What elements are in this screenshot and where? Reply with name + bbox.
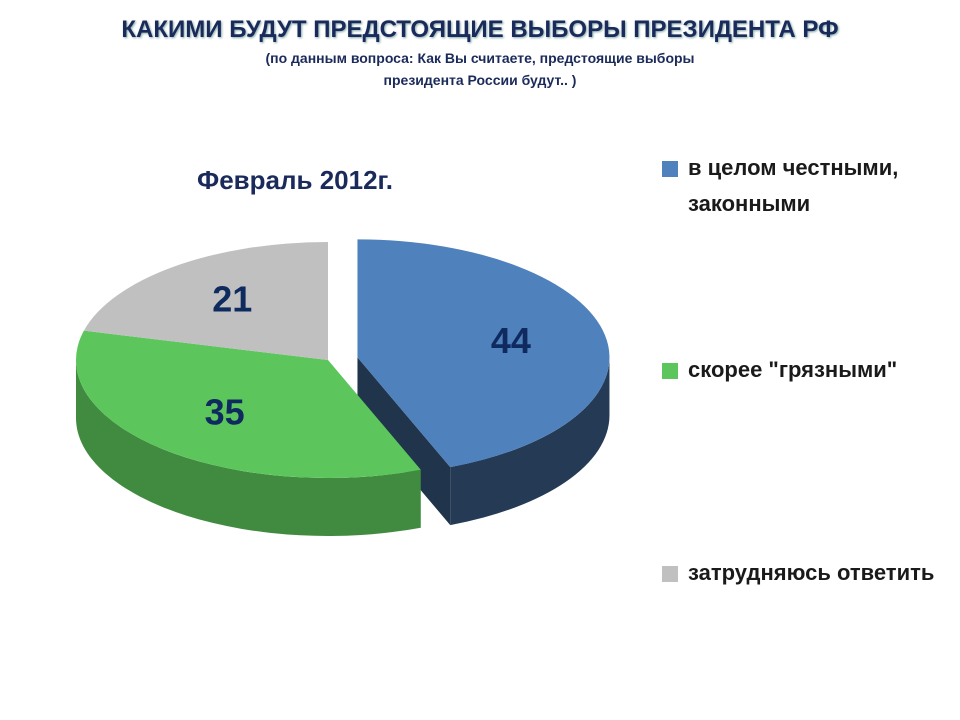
data-label: 21 [212, 279, 252, 320]
chart-title: КАКИМИ БУДУТ ПРЕДСТОЯЩИЕ ВЫБОРЫ ПРЕЗИДЕН… [121, 16, 839, 43]
slice [75, 330, 421, 478]
legend-entry: скорее "грязными" [662, 352, 938, 388]
slice-cut [357, 357, 451, 526]
slice-side [450, 357, 610, 526]
legend-entry: в целом честными, законными [662, 150, 938, 222]
legend-swatch [662, 566, 678, 582]
legend-swatch [662, 363, 678, 379]
annotation: Февраль 2012г. [197, 165, 393, 195]
slice-side [76, 360, 421, 536]
legend-swatch [662, 161, 678, 177]
subtitle: президента России будут.. ) [383, 72, 577, 88]
subtitle: (по данным вопроса: Как Вы считаете, пре… [265, 50, 695, 66]
sides [76, 357, 610, 536]
slice [357, 239, 610, 468]
legend-entry: затрудняюсь ответить [662, 555, 938, 591]
tops [75, 239, 610, 478]
data-label: 44 [491, 320, 531, 361]
data-label: 35 [205, 391, 245, 432]
slice [83, 242, 328, 360]
